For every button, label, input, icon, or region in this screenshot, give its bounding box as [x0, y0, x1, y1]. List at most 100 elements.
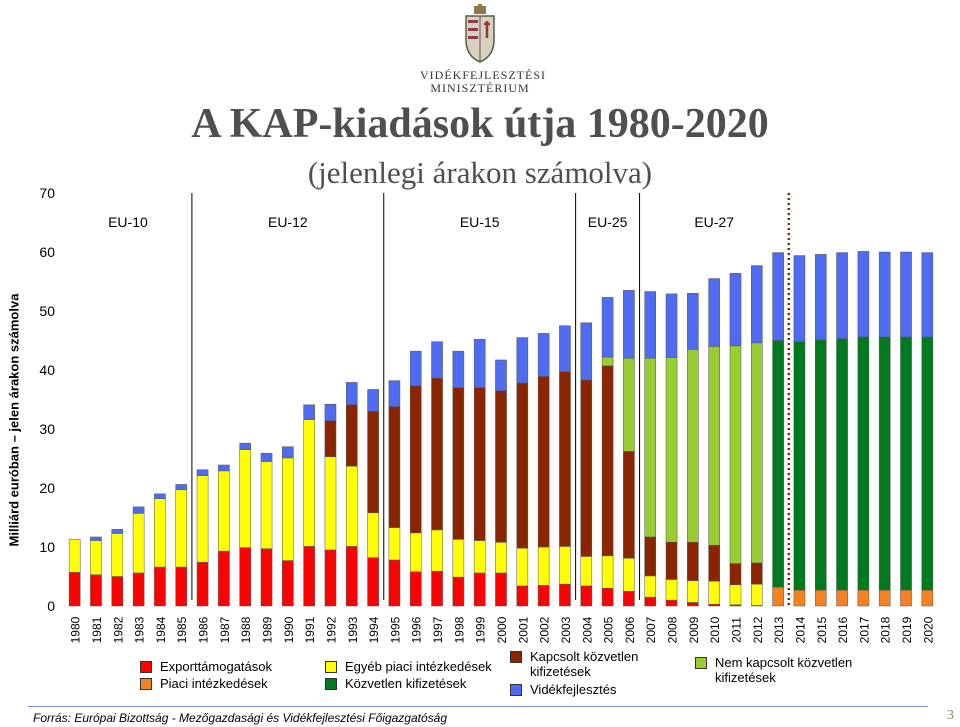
bar-segment	[239, 449, 251, 548]
bar-segment	[580, 379, 593, 557]
bar-segment	[644, 536, 657, 577]
stacked-bar-chart: 0 10 20 30 40 50 60 70 1980 1981 1982 1983 1984 1985 1…	[39, 185, 935, 643]
bar-segment	[601, 356, 614, 367]
bar-segment	[559, 325, 571, 373]
bar-segment	[303, 546, 315, 607]
x-tick-label: 1993	[346, 616, 360, 643]
bar-segment	[665, 579, 678, 601]
bar-segment	[345, 546, 358, 607]
bar-segment	[345, 382, 358, 406]
legend-swatch	[695, 657, 707, 669]
bar-segment	[154, 498, 166, 568]
ministry-name-line2: MINISZTÉRIUM	[430, 81, 530, 95]
bar-segment	[708, 278, 720, 347]
bar-segment	[345, 465, 358, 547]
bar-segment	[793, 255, 806, 342]
bar-segment	[90, 540, 102, 575]
era-label: EU-10	[108, 214, 148, 230]
legend-swatch	[140, 661, 152, 673]
bar-segment	[836, 252, 848, 339]
bar-segment	[559, 583, 571, 607]
x-tick-label: 2019	[900, 616, 914, 643]
bar-segment	[814, 589, 827, 607]
bar-segment	[708, 580, 720, 605]
x-tick-label: 2016	[836, 616, 850, 643]
y-tick-label: 10	[39, 539, 55, 555]
bar-segment	[665, 599, 678, 607]
bar-segment	[516, 585, 529, 607]
bar-segment	[687, 293, 699, 350]
x-tick-label: 1984	[154, 616, 168, 643]
bar-segment	[580, 322, 593, 381]
x-tick-label: 1991	[303, 616, 317, 643]
era-label: EU-25	[588, 214, 628, 230]
bar-segment	[409, 385, 422, 534]
bar-segment	[900, 589, 912, 607]
x-tick-label: 1983	[133, 616, 147, 643]
bar-segment	[814, 254, 827, 341]
bar-segment	[196, 562, 209, 607]
bar-segment	[751, 342, 763, 564]
bar-segment	[687, 602, 699, 607]
bar-segment	[452, 576, 465, 607]
bar-segment	[537, 546, 550, 586]
bar-segment	[282, 560, 294, 607]
x-tick-label: 2000	[495, 616, 509, 643]
bar-segment	[708, 603, 720, 607]
bar-segment	[644, 596, 657, 607]
x-tick-label: 1990	[282, 616, 296, 643]
bar-segment	[388, 559, 401, 607]
x-tick-label: 2015	[815, 616, 829, 643]
bar-segment	[623, 290, 635, 359]
legend-label: Egyéb piaci intézkedések	[345, 659, 492, 674]
bar-segment	[452, 539, 465, 578]
legend-swatch	[140, 678, 152, 690]
bar-segment	[644, 291, 657, 359]
x-tick-label: 1992	[324, 616, 338, 643]
x-tick-label: 1997	[431, 616, 445, 643]
footer-divider	[28, 706, 928, 707]
legend-swatch	[510, 684, 522, 696]
x-tick-label: 2012	[751, 616, 765, 643]
x-tick-label: 2018	[879, 616, 893, 643]
bar-segment	[473, 339, 486, 388]
bar-segment	[665, 293, 678, 358]
x-tick-label: 2010	[708, 616, 722, 643]
x-tick-label: 2013	[772, 616, 786, 643]
x-tick-label: 1981	[90, 616, 104, 643]
bar-segment	[196, 469, 209, 476]
bar-segment	[601, 555, 614, 589]
bar-segment	[878, 336, 891, 591]
bar-segment	[282, 446, 294, 459]
bar-segment	[175, 489, 188, 568]
bar-segment	[580, 556, 593, 587]
bar-segment	[772, 586, 784, 607]
legend-item: Nem kapcsolt közvetlen kifizetések	[695, 655, 865, 685]
bar-segment	[388, 406, 401, 528]
x-tick-label: 2002	[538, 616, 552, 643]
x-tick-label: 1996	[410, 616, 424, 643]
bar-segment	[260, 452, 273, 462]
y-tick-label: 30	[39, 421, 55, 437]
bar-segment	[623, 357, 635, 452]
bar-segment	[878, 251, 891, 338]
bar-segment	[90, 574, 102, 607]
era-label: EU-27	[694, 214, 734, 230]
bar-segment	[921, 252, 934, 338]
x-tick-label: 2017	[857, 616, 871, 643]
bar-segment	[623, 451, 635, 559]
y-tick-label: 20	[39, 480, 55, 496]
bar-segment	[90, 536, 102, 541]
slide-title: A KAP-kiadások útja 1980-2020	[191, 101, 769, 147]
bar-segment	[409, 350, 422, 387]
bar-segment	[431, 341, 443, 379]
page-number: 3	[947, 708, 954, 723]
bar-segment	[473, 387, 486, 541]
bar-segment	[473, 572, 486, 607]
x-tick-label: 2004	[580, 616, 594, 643]
bar-segment	[537, 333, 550, 377]
bar-segment	[239, 547, 251, 607]
bar-segment	[623, 557, 635, 592]
bar-segment	[644, 575, 657, 598]
bar-segment	[601, 365, 614, 557]
